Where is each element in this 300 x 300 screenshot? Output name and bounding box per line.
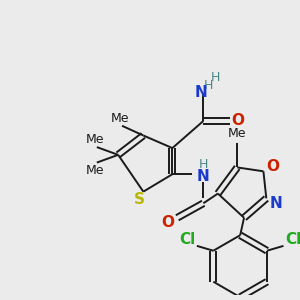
Text: N: N xyxy=(195,85,208,100)
Text: Me: Me xyxy=(86,133,104,146)
Text: Cl: Cl xyxy=(285,232,300,247)
Text: Cl: Cl xyxy=(179,232,195,247)
Text: O: O xyxy=(161,215,174,230)
Text: Me: Me xyxy=(111,112,129,124)
Text: S: S xyxy=(134,192,145,207)
Text: H: H xyxy=(203,79,213,92)
Text: O: O xyxy=(267,159,280,174)
Text: O: O xyxy=(232,113,245,128)
Text: N: N xyxy=(197,169,210,184)
Text: Me: Me xyxy=(86,164,104,177)
Text: H: H xyxy=(199,158,208,171)
Text: Me: Me xyxy=(228,127,247,140)
Text: N: N xyxy=(270,196,282,211)
Text: H: H xyxy=(210,71,220,84)
